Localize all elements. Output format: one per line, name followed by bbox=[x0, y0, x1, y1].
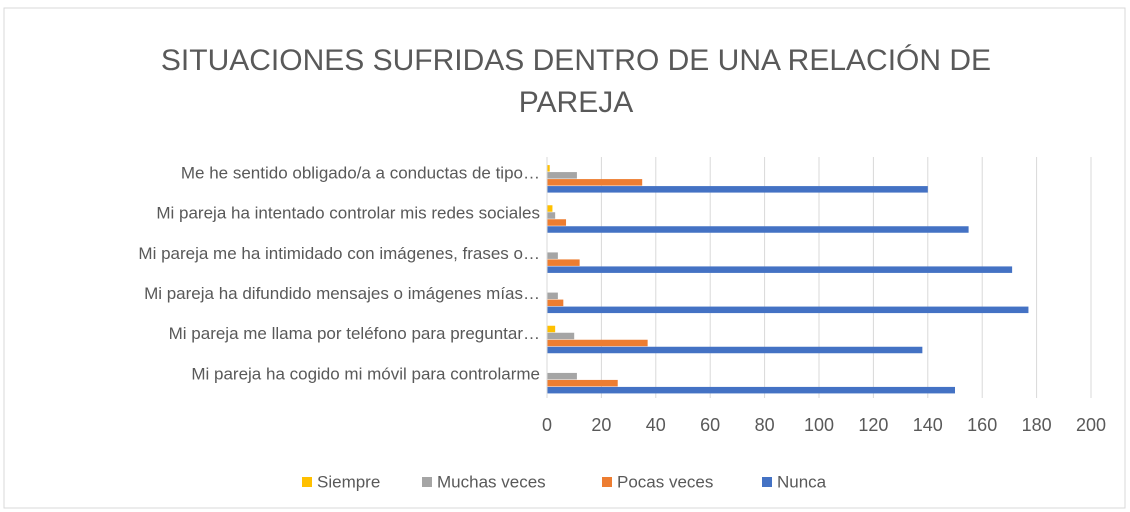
chart-border bbox=[3, 7, 1126, 509]
bar bbox=[547, 372, 577, 380]
y-tick-label: Mi pareja ha difundido mensajes o imágen… bbox=[144, 284, 540, 303]
bar bbox=[547, 379, 618, 387]
legend-label: Siempre bbox=[317, 472, 380, 491]
x-tick-label: 140 bbox=[913, 415, 943, 435]
bar bbox=[547, 332, 575, 340]
bar bbox=[547, 346, 923, 354]
chart-title: PAREJA bbox=[519, 86, 633, 119]
bar bbox=[547, 212, 556, 219]
bar bbox=[547, 386, 955, 394]
legend-swatch bbox=[302, 477, 312, 487]
bar bbox=[547, 339, 648, 347]
bar bbox=[547, 299, 564, 307]
bar bbox=[547, 179, 643, 186]
legend-label: Pocas veces bbox=[617, 472, 713, 491]
x-tick-label: 120 bbox=[858, 415, 888, 435]
bar bbox=[547, 186, 928, 193]
x-tick-label: 20 bbox=[591, 415, 611, 435]
bar bbox=[547, 306, 1029, 314]
y-tick-label: Mi pareja ha intentado controlar mis red… bbox=[156, 204, 540, 223]
chart-title: SITUACIONES SUFRIDAS DENTRO DE UNA RELAC… bbox=[161, 44, 991, 77]
x-tick-label: 200 bbox=[1076, 415, 1106, 435]
bar bbox=[547, 226, 969, 233]
bar bbox=[547, 292, 558, 300]
x-tick-label: 180 bbox=[1022, 415, 1052, 435]
bar bbox=[547, 219, 567, 226]
y-tick-label: Mi pareja ha cogido mi móvil para contro… bbox=[191, 364, 540, 383]
bar bbox=[547, 266, 1013, 273]
x-tick-label: 160 bbox=[967, 415, 997, 435]
x-tick-label: 80 bbox=[755, 415, 775, 435]
bar bbox=[547, 259, 580, 266]
x-tick-label: 40 bbox=[646, 415, 666, 435]
bar bbox=[547, 165, 550, 172]
y-tick-label: Mi pareja me ha intimidado con imágenes,… bbox=[138, 244, 540, 263]
bar bbox=[547, 172, 577, 179]
x-tick-label: 100 bbox=[804, 415, 834, 435]
y-tick-label: Mi pareja me llama por teléfono para pre… bbox=[169, 324, 540, 343]
legend-swatch bbox=[762, 477, 772, 487]
legend-swatch bbox=[602, 477, 612, 487]
bar bbox=[547, 205, 553, 212]
legend-swatch bbox=[422, 477, 432, 487]
bar bbox=[547, 252, 558, 259]
legend-label: Nunca bbox=[777, 472, 827, 491]
y-tick-label: Me he sentido obligado/a a conductas de … bbox=[181, 164, 540, 183]
bar bbox=[547, 325, 556, 333]
x-tick-label: 0 bbox=[542, 415, 552, 435]
x-tick-label: 60 bbox=[700, 415, 720, 435]
legend-label: Muchas veces bbox=[437, 472, 546, 491]
